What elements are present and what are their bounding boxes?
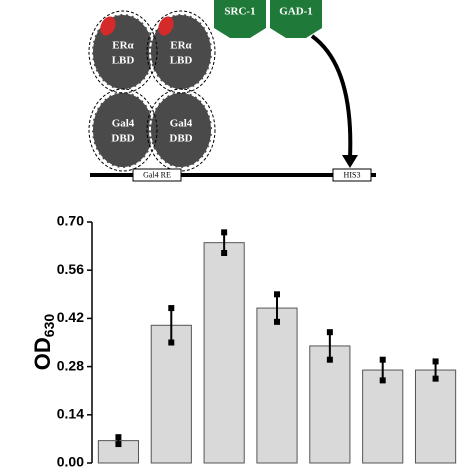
y-tick-label: 0.42 [57, 309, 84, 325]
bar [309, 345, 351, 464]
ligand [100, 16, 116, 36]
error-cap [432, 358, 439, 365]
node-label: SRC-1 [224, 6, 255, 18]
site-label: Gal4 RE [143, 170, 171, 179]
arrow-head [342, 155, 358, 168]
y-tick-label: 0.00 [57, 454, 84, 470]
ligand [158, 16, 174, 36]
bar [414, 369, 457, 464]
node-label: LBD [170, 55, 193, 67]
error-cap [274, 318, 280, 325]
bar [150, 324, 192, 464]
proteins [91, 13, 213, 169]
y-label-sub: 630 [41, 314, 57, 338]
node-label: DBD [169, 133, 192, 145]
error-cap [326, 329, 333, 336]
error-cap [432, 375, 439, 382]
y-tick-label: 0.14 [57, 406, 84, 422]
y-tick-label: 0.70 [57, 213, 84, 229]
error-cap [221, 249, 228, 256]
error-cap [379, 356, 386, 363]
gal4-dbd [149, 91, 213, 169]
node-label: ERα [170, 40, 192, 52]
node-label: ERα [112, 40, 134, 52]
error-cap [221, 229, 228, 236]
coactivator [270, 0, 322, 38]
node-label: LBD [112, 55, 135, 67]
site-box [332, 168, 372, 182]
bar [203, 242, 245, 464]
error-cap [115, 434, 122, 441]
site-box [132, 168, 182, 182]
y-tick-label: 0.56 [57, 261, 84, 277]
y-label-main: OD [30, 337, 55, 370]
node-label: Gal4 [170, 118, 193, 130]
y-tick-label: 0.28 [57, 357, 84, 373]
y-axis-label: OD630 [30, 314, 57, 371]
coactivator [214, 0, 266, 38]
gal4-dbd [91, 91, 155, 169]
error-cap [379, 377, 386, 384]
error-cap [326, 356, 333, 363]
arrow [310, 34, 353, 159]
bar [362, 369, 404, 464]
node-label: DBD [111, 133, 134, 145]
error-cap [168, 339, 175, 346]
diagram: ERα LBD ERα LBD Gal4 DBD Gal4 DBD SRC-1 … [88, 0, 376, 182]
error-cap [274, 291, 280, 298]
bar [256, 307, 298, 464]
node-label: GAD-1 [279, 6, 313, 18]
error-cap [115, 441, 122, 448]
outlines [88, 10, 216, 172]
site-label: HIS3 [344, 170, 361, 179]
error-cap [168, 305, 175, 312]
node-label: Gal4 [112, 118, 135, 130]
